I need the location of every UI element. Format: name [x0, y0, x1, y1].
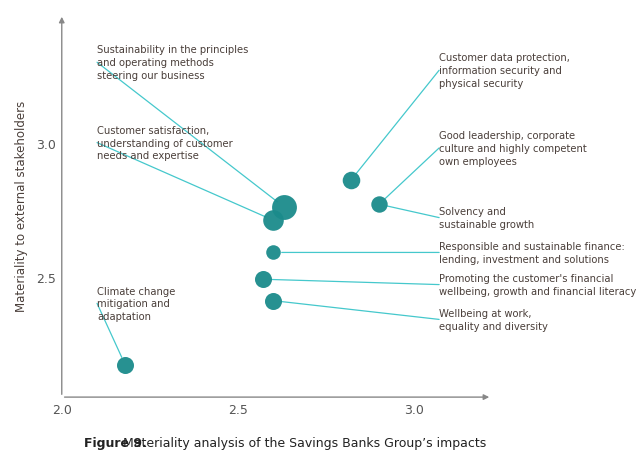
Text: Customer satisfaction,
understanding of customer
needs and expertise: Customer satisfaction, understanding of …: [97, 125, 233, 161]
Point: [120, 362, 131, 369]
Text: Sustainability in the principles
and operating methods
steering our business: Sustainability in the principles and ope…: [97, 45, 248, 81]
Point: [346, 177, 356, 184]
Point: [279, 204, 289, 211]
Text: Materiality analysis of the Savings Banks Group’s impacts: Materiality analysis of the Savings Bank…: [119, 436, 486, 449]
Text: Good leadership, corporate
culture and highly competent
own employees: Good leadership, corporate culture and h…: [439, 131, 587, 166]
Text: Promoting the customer's financial
wellbeing, growth and financial literacy: Promoting the customer's financial wellb…: [439, 274, 637, 296]
Point: [258, 276, 268, 283]
Text: Solvency and
sustainable growth: Solvency and sustainable growth: [439, 207, 534, 230]
Y-axis label: Materiality to external stakeholders: Materiality to external stakeholders: [15, 101, 28, 312]
Point: [268, 249, 278, 257]
Point: [268, 217, 278, 225]
Point: [374, 201, 385, 208]
Text: Responsible and sustainable finance:
lending, investment and solutions: Responsible and sustainable finance: len…: [439, 241, 625, 264]
Text: Wellbeing at work,
equality and diversity: Wellbeing at work, equality and diversit…: [439, 308, 548, 331]
Text: Climate change
mitigation and
adaptation: Climate change mitigation and adaptation: [97, 286, 176, 322]
Point: [268, 297, 278, 304]
Text: Customer data protection,
information security and
physical security: Customer data protection, information se…: [439, 53, 570, 89]
Text: Figure 9.: Figure 9.: [84, 436, 147, 449]
